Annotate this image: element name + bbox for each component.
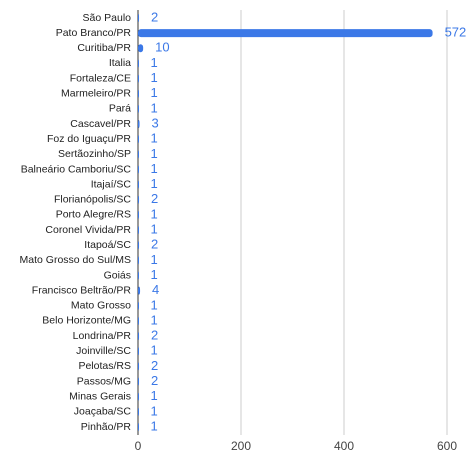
x-tick-label: 600 <box>437 439 457 453</box>
y-tick-label: Foz do Iguaçu/PR <box>47 133 131 145</box>
y-tick-label: Belo Horizonte/MG <box>42 315 131 327</box>
y-tick-label: Curitiba/PR <box>77 42 131 54</box>
bar <box>138 301 139 310</box>
y-tick-label: Francisco Beltrão/PR <box>32 284 132 296</box>
y-tick-label: Balneário Camboriu/SC <box>21 163 132 175</box>
x-tick-label: 400 <box>334 439 354 453</box>
bar <box>138 165 139 174</box>
value-label: 1 <box>151 146 158 161</box>
bar <box>138 150 139 159</box>
x-tick-label: 0 <box>135 439 142 453</box>
y-tick-label: Pato Branco/PR <box>56 27 132 39</box>
y-tick-label: Minas Gerais <box>69 390 131 402</box>
value-label: 1 <box>151 131 158 146</box>
value-label: 1 <box>151 403 158 418</box>
bar <box>138 89 139 98</box>
y-tick-label: Joinville/SC <box>76 345 131 357</box>
value-label: 1 <box>151 176 158 191</box>
value-label: 1 <box>151 388 158 403</box>
value-label: 2 <box>151 9 158 24</box>
y-tick-label: Mato Grosso <box>71 300 131 312</box>
bar <box>138 377 140 386</box>
y-tick-label: Mato Grosso do Sul/MS <box>20 254 131 266</box>
bar <box>138 316 139 325</box>
bar <box>138 423 139 431</box>
value-label: 1 <box>151 55 158 70</box>
bar <box>138 210 139 219</box>
y-tick-label: Pará <box>109 103 131 115</box>
y-tick-label: Itapoá/SC <box>84 239 131 251</box>
bar <box>138 407 139 416</box>
y-tick-label: Marmeleiro/PR <box>61 88 131 100</box>
bar <box>138 59 139 68</box>
value-label: 1 <box>151 297 158 312</box>
y-tick-label: Pelotas/RS <box>78 360 131 372</box>
y-tick-label: Sertãozinho/SP <box>58 148 131 160</box>
y-tick-label: Coronel Vivida/PR <box>45 224 131 236</box>
value-label: 1 <box>151 252 158 267</box>
bar <box>138 241 140 250</box>
bar <box>138 392 139 401</box>
value-label: 1 <box>151 85 158 100</box>
value-label: 2 <box>151 191 158 206</box>
bar <box>138 226 139 235</box>
bar <box>138 286 141 295</box>
y-tick-label: Passos/MG <box>77 375 131 387</box>
y-tick-label: São Paulo <box>83 12 132 24</box>
value-label: 2 <box>151 237 158 252</box>
bar <box>138 362 140 371</box>
bar <box>138 256 139 265</box>
value-label: 572 <box>445 25 467 40</box>
bar <box>138 14 140 22</box>
bar <box>138 347 139 356</box>
value-label: 1 <box>151 343 158 358</box>
value-label: 2 <box>151 328 158 343</box>
bar <box>138 120 140 129</box>
y-tick-label: Cascavel/PR <box>70 118 131 130</box>
bar <box>138 180 139 189</box>
value-label: 2 <box>151 358 158 373</box>
y-tick-label: Itajaí/SC <box>91 178 132 190</box>
y-tick-label: Porto Alegre/RS <box>56 209 131 221</box>
value-label: 10 <box>155 40 169 55</box>
y-tick-label: Joaçaba/SC <box>74 406 132 418</box>
bar <box>138 29 433 38</box>
y-tick-label: Florianópolis/SC <box>54 194 131 206</box>
value-label: 1 <box>151 161 158 176</box>
y-tick-label: Fortaleza/CE <box>70 72 131 84</box>
bar <box>138 271 139 280</box>
bar <box>138 332 140 341</box>
bar <box>138 195 140 204</box>
bar <box>138 44 144 53</box>
y-tick-label: Italia <box>109 57 131 69</box>
value-label: 1 <box>151 70 158 85</box>
bar <box>138 135 139 144</box>
value-label: 4 <box>152 282 159 297</box>
value-label: 1 <box>151 267 158 282</box>
bar <box>138 104 139 113</box>
y-tick-label: Londrina/PR <box>73 330 132 342</box>
value-label: 1 <box>151 206 158 221</box>
value-label: 3 <box>152 115 159 130</box>
x-tick-label: 200 <box>231 439 251 453</box>
value-label: 1 <box>151 418 158 433</box>
bar <box>138 74 139 83</box>
value-label: 1 <box>151 312 158 327</box>
value-label: 2 <box>151 373 158 388</box>
y-tick-label: Goiás <box>104 269 131 281</box>
y-tick-label: Pinhão/PR <box>81 421 132 433</box>
value-label: 1 <box>151 222 158 237</box>
value-label: 1 <box>151 100 158 115</box>
